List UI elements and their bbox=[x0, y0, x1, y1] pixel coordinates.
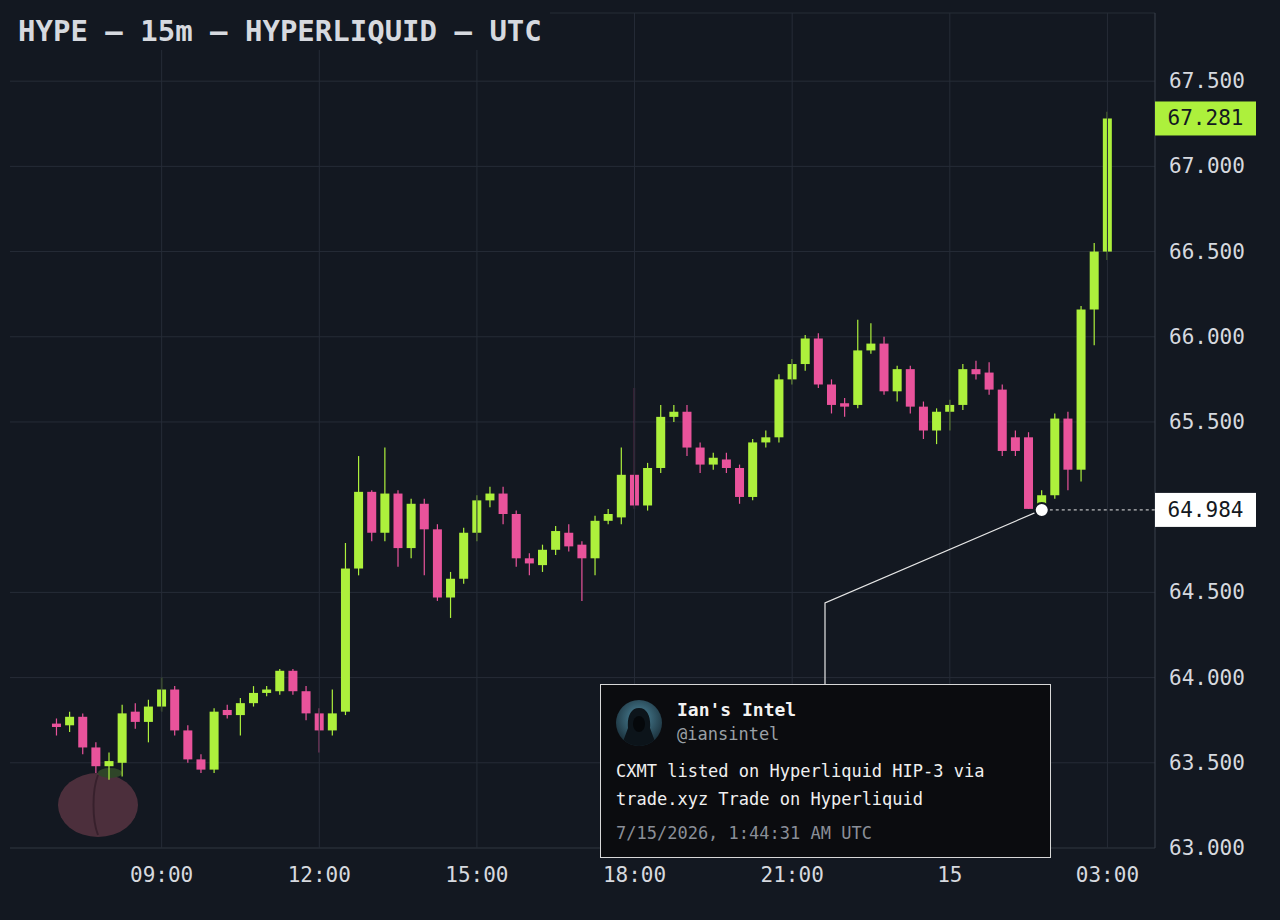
svg-text:03:00: 03:00 bbox=[1076, 863, 1139, 887]
svg-text:18:00: 18:00 bbox=[603, 863, 666, 887]
svg-text:15:00: 15:00 bbox=[445, 863, 508, 887]
svg-text:21:00: 21:00 bbox=[761, 863, 824, 887]
svg-text:65.500: 65.500 bbox=[1169, 410, 1245, 434]
svg-text:66.500: 66.500 bbox=[1169, 240, 1245, 264]
svg-text:15: 15 bbox=[937, 863, 962, 887]
html-text:7/15/2026, 1:44:31 AM UTC: 7/15/2026, 1:44:31 AM UTC bbox=[616, 823, 872, 843]
svg-text:63.000: 63.000 bbox=[1169, 836, 1245, 860]
svg-text:67.500: 67.500 bbox=[1169, 69, 1245, 93]
svg-text:67.281: 67.281 bbox=[1168, 106, 1244, 130]
svg-text:63.500: 63.500 bbox=[1169, 751, 1245, 775]
svg-text:12:00: 12:00 bbox=[288, 863, 351, 887]
html-text:@iansintel: @iansintel bbox=[677, 724, 780, 744]
html-text:Ian's Intel: Ian's Intel bbox=[677, 699, 797, 720]
svg-text:66.000: 66.000 bbox=[1169, 325, 1245, 349]
svg-text:09:00: 09:00 bbox=[130, 863, 193, 887]
html-text:HYPE — 15m — HYPERLIQUID — UTC: HYPE — 15m — HYPERLIQUID — UTC bbox=[18, 14, 542, 48]
svg-text:64.984: 64.984 bbox=[1168, 498, 1244, 522]
html-text:CXMT listed on Hyperliquid HIP: CXMT listed on Hyperliquid HIP-3 via tra… bbox=[616, 761, 985, 809]
svg-text:67.000: 67.000 bbox=[1169, 154, 1245, 178]
svg-text:64.000: 64.000 bbox=[1169, 666, 1245, 690]
svg-text:64.500: 64.500 bbox=[1169, 580, 1245, 604]
